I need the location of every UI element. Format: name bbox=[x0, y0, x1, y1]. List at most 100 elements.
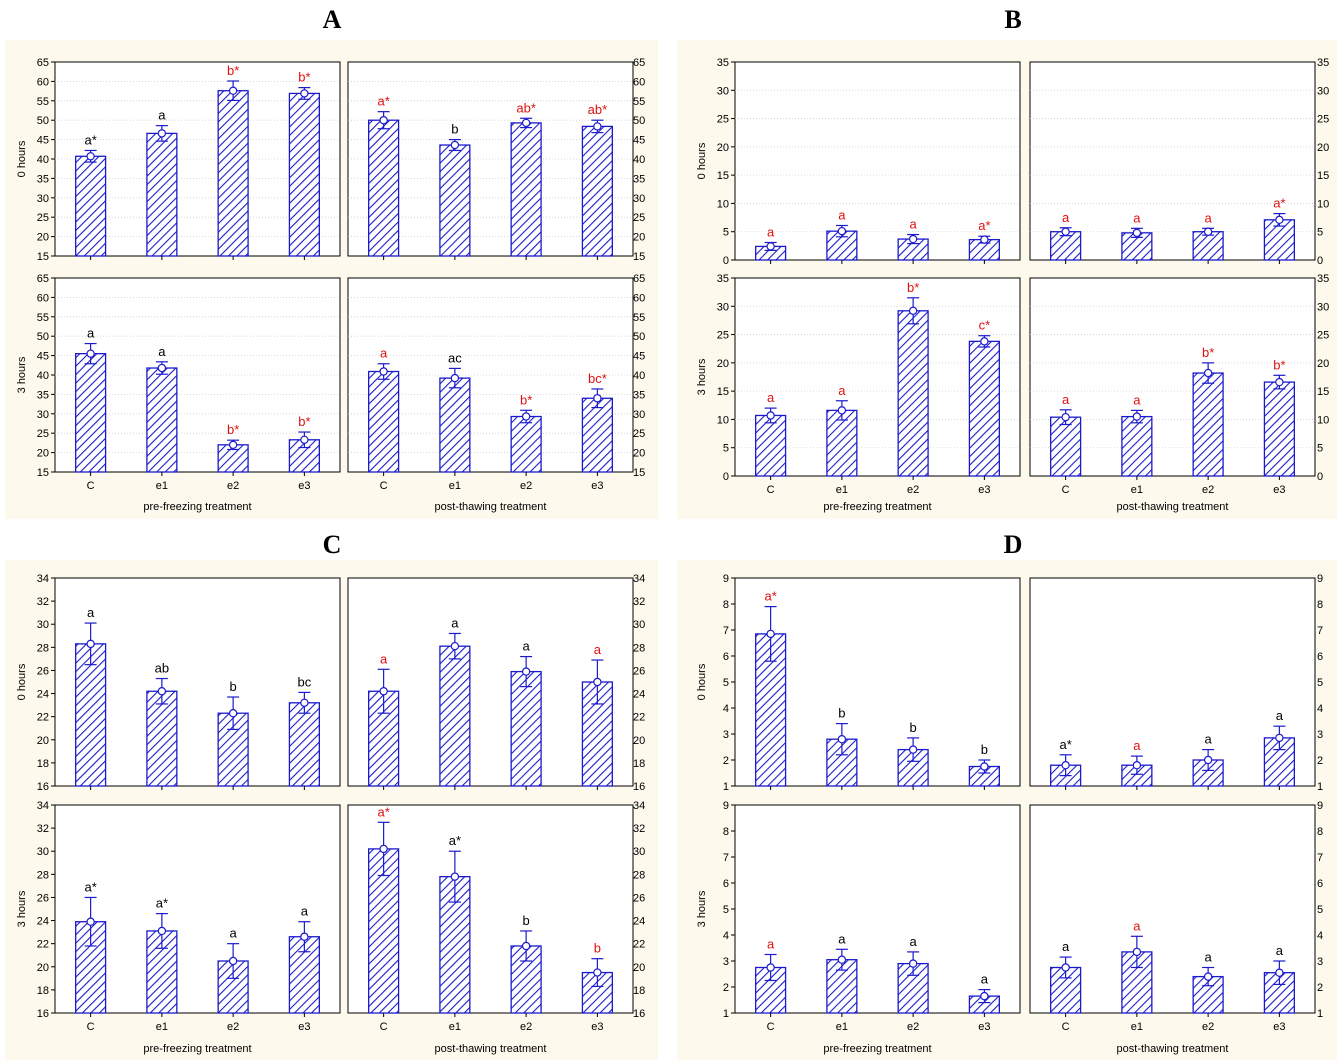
subplot-0-hours-1: a* a a a bbox=[1029, 577, 1316, 790]
significance-label: b bbox=[594, 941, 601, 956]
significance-label: a bbox=[1062, 392, 1070, 407]
mean-marker bbox=[450, 872, 460, 881]
category-label: C bbox=[380, 480, 388, 492]
significance-label: ab* bbox=[516, 100, 536, 115]
significance-label: a bbox=[1133, 738, 1141, 753]
significance-label: a bbox=[301, 904, 309, 919]
y-tick-label-right: 15 bbox=[633, 467, 645, 479]
y-tick-label-left: 25 bbox=[717, 114, 729, 126]
y-tick-label-right: 18 bbox=[633, 758, 645, 770]
bar bbox=[755, 414, 787, 477]
y-tick-label-left: 2 bbox=[723, 982, 729, 994]
category-label: e1 bbox=[836, 1021, 848, 1033]
y-tick-label-left: 9 bbox=[723, 800, 729, 812]
mean-marker bbox=[908, 306, 918, 316]
significance-label: c* bbox=[979, 318, 991, 333]
y-tick-label-right: 10 bbox=[1317, 198, 1329, 210]
category-label: e1 bbox=[449, 1021, 461, 1033]
mean-marker bbox=[300, 89, 309, 98]
significance-label: a bbox=[380, 346, 388, 361]
significance-label: a bbox=[158, 108, 166, 123]
significance-label: a bbox=[158, 344, 166, 359]
y-tick-label-right: 25 bbox=[633, 212, 645, 224]
mean-marker bbox=[908, 234, 918, 244]
y-tick-label-left: 3 bbox=[723, 729, 729, 741]
y-tick-label-right: 3 bbox=[1317, 956, 1323, 968]
subplot-3-hours-1: a* Ca* e1 b e2 b e3 bbox=[347, 804, 634, 1033]
significance-label: a bbox=[1205, 950, 1213, 965]
y-tick-label-right: 20 bbox=[633, 735, 645, 747]
y-tick-label-left: 16 bbox=[37, 1008, 49, 1020]
y-tick-label-left: 35 bbox=[717, 273, 729, 285]
y-tick-label-left: 60 bbox=[37, 292, 49, 304]
bar bbox=[1050, 416, 1082, 477]
row-label: 0 hours bbox=[696, 142, 708, 179]
y-tick-label-right: 20 bbox=[633, 232, 645, 244]
subplot-0-hours-0: a* b b b bbox=[734, 577, 1021, 790]
mean-marker bbox=[593, 677, 602, 687]
bar bbox=[288, 92, 320, 257]
panel-title: D bbox=[1004, 530, 1023, 559]
significance-label: a* bbox=[377, 94, 389, 109]
significance-label: b* bbox=[1202, 345, 1214, 360]
row-label: 3 hours bbox=[696, 890, 708, 927]
significance-label: a bbox=[767, 937, 775, 952]
significance-label: a bbox=[1205, 732, 1213, 747]
mean-marker bbox=[521, 412, 531, 421]
category-label: C bbox=[1062, 1021, 1070, 1033]
y-tick-label-right: 18 bbox=[633, 985, 645, 997]
y-tick-label-left: 6 bbox=[723, 651, 729, 663]
significance-label: a* bbox=[84, 879, 96, 894]
y-tick-label-right: 40 bbox=[633, 370, 645, 382]
mean-marker bbox=[228, 956, 238, 966]
x-axis-label: post-thawing treatment bbox=[435, 501, 547, 513]
significance-label: ac bbox=[448, 350, 462, 365]
y-tick-label-right: 45 bbox=[633, 135, 645, 147]
y-tick-label-left: 3 bbox=[723, 956, 729, 968]
y-tick-label-right: 4 bbox=[1317, 703, 1323, 715]
y-tick-label-right: 30 bbox=[1317, 301, 1329, 313]
subplot-0-hours-0: a* a b* b* bbox=[54, 61, 341, 260]
bar bbox=[510, 670, 542, 787]
y-tick-label-right: 5 bbox=[1317, 227, 1323, 239]
y-tick-label-right: 35 bbox=[633, 389, 645, 401]
y-tick-label-right: 5 bbox=[1317, 904, 1323, 916]
mean-marker bbox=[379, 687, 388, 696]
category-label: C bbox=[1062, 484, 1070, 496]
significance-label: a bbox=[380, 651, 388, 666]
y-tick-label-left: 8 bbox=[723, 826, 729, 838]
category-label: e3 bbox=[978, 1021, 990, 1033]
y-tick-label-right: 2 bbox=[1317, 755, 1323, 767]
y-tick-label-right: 35 bbox=[1317, 273, 1329, 285]
y-tick-label-left: 1 bbox=[723, 781, 729, 793]
bar bbox=[968, 340, 1000, 477]
y-tick-label-left: 25 bbox=[37, 428, 49, 440]
significance-label: a bbox=[1205, 210, 1213, 225]
category-label: C bbox=[87, 480, 95, 492]
y-tick-label-right: 32 bbox=[633, 823, 645, 835]
y-tick-label-right: 8 bbox=[1317, 826, 1323, 838]
significance-label: a* bbox=[978, 218, 990, 233]
category-label: e2 bbox=[1202, 484, 1214, 496]
y-tick-label-left: 22 bbox=[37, 939, 49, 951]
bar bbox=[1192, 231, 1224, 261]
significance-label: a bbox=[1062, 210, 1070, 225]
y-tick-label-left: 25 bbox=[37, 212, 49, 224]
y-tick-label-left: 50 bbox=[37, 331, 49, 343]
subplot-3-hours-0: a Ca e1 b* e2 c* e3 bbox=[734, 277, 1021, 496]
mean-marker bbox=[300, 932, 309, 941]
category-label: e2 bbox=[520, 1021, 532, 1033]
y-tick-label-left: 18 bbox=[37, 985, 49, 997]
bar bbox=[1192, 372, 1224, 477]
bar bbox=[368, 690, 400, 787]
mean-marker bbox=[86, 152, 95, 161]
y-tick-label-left: 65 bbox=[37, 273, 49, 285]
category-label: e3 bbox=[591, 480, 603, 492]
mean-marker bbox=[908, 745, 918, 754]
bar bbox=[581, 397, 613, 473]
y-tick-label-left: 30 bbox=[37, 409, 49, 421]
subplot-3-hours-0: a Ca e1 b* e2 b* e3 bbox=[54, 277, 341, 492]
significance-label: b* bbox=[298, 70, 310, 85]
y-tick-label-right: 20 bbox=[633, 448, 645, 460]
category-label: e2 bbox=[227, 1021, 239, 1033]
